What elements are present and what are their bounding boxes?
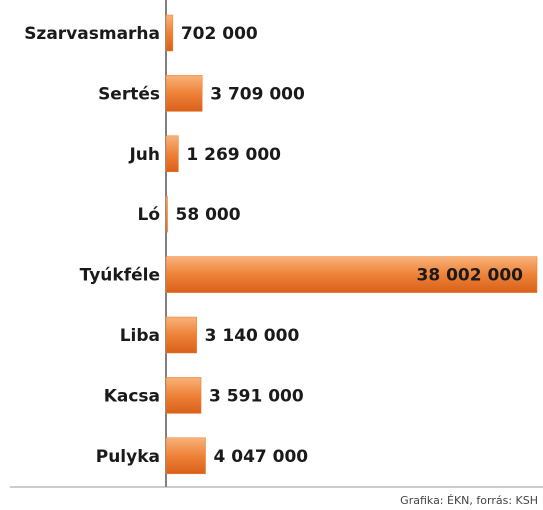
category-label: Sertés — [98, 84, 160, 104]
bar — [166, 196, 168, 232]
value-label: 1 269 000 — [186, 145, 281, 165]
value-label: 3 709 000 — [210, 84, 305, 104]
bar — [166, 438, 206, 474]
bar — [166, 15, 173, 51]
bar — [166, 317, 197, 353]
value-label: 3 140 000 — [205, 326, 300, 346]
category-label: Liba — [120, 326, 160, 346]
value-label: 3 591 000 — [209, 386, 304, 406]
category-label: Juh — [128, 145, 160, 165]
category-label: Szarvasmarha — [24, 24, 160, 44]
value-label: 702 000 — [181, 24, 258, 44]
category-label: Kacsa — [104, 386, 160, 406]
value-label: 58 000 — [176, 205, 241, 225]
value-label: 4 047 000 — [214, 447, 309, 467]
bar — [166, 136, 178, 172]
category-label: Ló — [137, 205, 160, 225]
bar — [166, 75, 202, 111]
source-note: Grafika: ÉKN, forrás: KSH — [400, 494, 538, 507]
category-label: Tyúkféle — [80, 266, 160, 286]
chart: Grafika: ÉKN, forrás: KSH Szarvasmarha 70… — [0, 0, 543, 510]
value-label: 38 002 000 — [417, 266, 524, 286]
bar — [166, 377, 201, 413]
category-label: Pulyka — [96, 447, 160, 467]
